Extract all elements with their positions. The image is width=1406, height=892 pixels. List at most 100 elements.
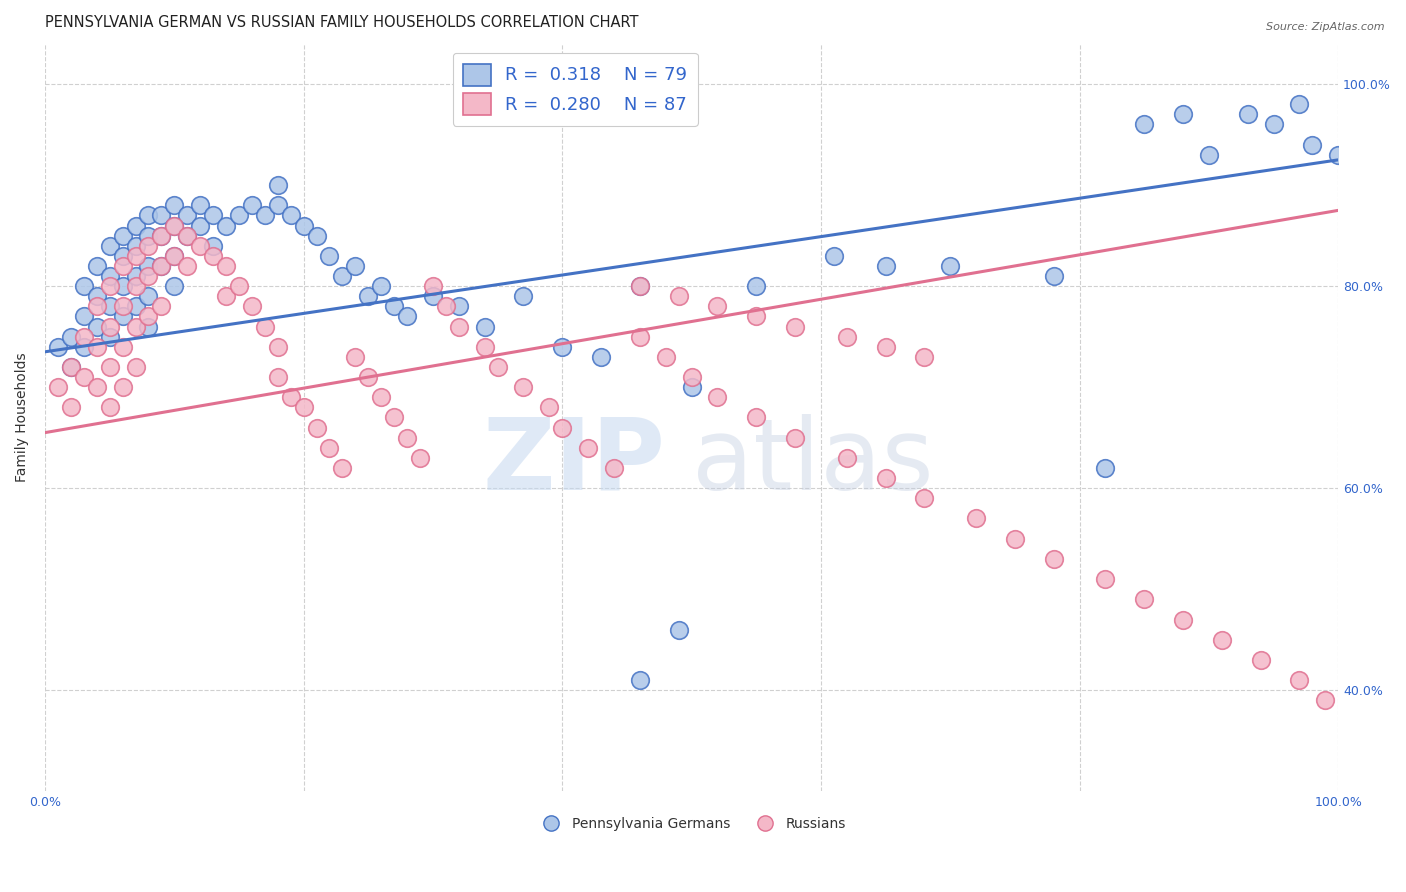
Point <box>59 359 82 374</box>
Point <box>1327 148 1350 162</box>
Point <box>912 491 935 506</box>
Point <box>875 259 897 273</box>
Point <box>551 340 574 354</box>
Point <box>163 219 186 233</box>
Point <box>434 299 457 313</box>
Point <box>474 340 496 354</box>
Point <box>357 370 380 384</box>
Point <box>111 340 134 354</box>
Point <box>240 299 263 313</box>
Text: Source: ZipAtlas.com: Source: ZipAtlas.com <box>1267 22 1385 32</box>
Point <box>163 198 186 212</box>
Point <box>1198 148 1220 162</box>
Point <box>628 673 651 687</box>
Point <box>124 249 146 263</box>
Point <box>706 299 728 313</box>
Point <box>1236 107 1258 121</box>
Point <box>305 228 328 243</box>
Point <box>1211 632 1233 647</box>
Point <box>138 319 160 334</box>
Point <box>215 289 238 303</box>
Point <box>46 340 69 354</box>
Point <box>202 249 225 263</box>
Point <box>512 380 534 394</box>
Point <box>98 401 121 415</box>
Point <box>86 380 108 394</box>
Point <box>111 259 134 273</box>
Point <box>111 299 134 313</box>
Point <box>1301 137 1323 152</box>
Point <box>240 198 263 212</box>
Point <box>318 441 340 455</box>
Point <box>267 370 290 384</box>
Point <box>835 450 858 465</box>
Point <box>73 279 96 293</box>
Point <box>138 228 160 243</box>
Point <box>396 310 419 324</box>
Point <box>332 461 354 475</box>
Point <box>1171 107 1194 121</box>
Point <box>1094 461 1116 475</box>
Point <box>215 259 238 273</box>
Point <box>875 471 897 485</box>
Point <box>1133 118 1156 132</box>
Point <box>98 279 121 293</box>
Point <box>292 401 315 415</box>
Point <box>823 249 845 263</box>
Point <box>111 279 134 293</box>
Point <box>396 431 419 445</box>
Point <box>215 219 238 233</box>
Point <box>73 310 96 324</box>
Point <box>98 268 121 283</box>
Point <box>163 219 186 233</box>
Point <box>98 319 121 334</box>
Point <box>124 279 146 293</box>
Point <box>59 359 82 374</box>
Point <box>1094 572 1116 586</box>
Point <box>86 259 108 273</box>
Text: atlas: atlas <box>692 414 934 511</box>
Point <box>292 219 315 233</box>
Point <box>745 310 768 324</box>
Point <box>111 249 134 263</box>
Point <box>188 238 211 252</box>
Point <box>176 208 198 222</box>
Point <box>176 228 198 243</box>
Point <box>138 310 160 324</box>
Point <box>124 319 146 334</box>
Point <box>551 420 574 434</box>
Point <box>370 279 392 293</box>
Point <box>176 228 198 243</box>
Point <box>447 299 470 313</box>
Point <box>318 249 340 263</box>
Point <box>98 238 121 252</box>
Point <box>228 208 250 222</box>
Y-axis label: Family Households: Family Households <box>15 352 30 483</box>
Point <box>668 289 690 303</box>
Point <box>86 319 108 334</box>
Point <box>1004 532 1026 546</box>
Point <box>124 219 146 233</box>
Point <box>111 228 134 243</box>
Point <box>576 441 599 455</box>
Point <box>86 289 108 303</box>
Point <box>939 259 962 273</box>
Point <box>150 228 173 243</box>
Point <box>422 289 444 303</box>
Point <box>783 319 806 334</box>
Point <box>1288 97 1310 112</box>
Point <box>474 319 496 334</box>
Point <box>59 329 82 343</box>
Point <box>912 350 935 364</box>
Point <box>86 299 108 313</box>
Point <box>668 623 690 637</box>
Text: ZIP: ZIP <box>482 414 666 511</box>
Point <box>124 238 146 252</box>
Point <box>628 279 651 293</box>
Point <box>73 340 96 354</box>
Point <box>357 289 380 303</box>
Point <box>382 299 405 313</box>
Point <box>150 228 173 243</box>
Point <box>486 359 509 374</box>
Point <box>344 350 367 364</box>
